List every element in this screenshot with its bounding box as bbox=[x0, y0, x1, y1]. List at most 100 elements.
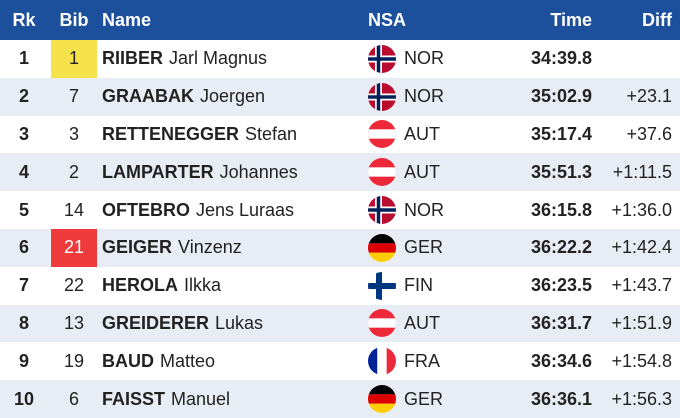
athlete-name-link[interactable]: GREIDERER Lukas bbox=[102, 305, 362, 343]
athlete-name-link[interactable]: GRAABAK Joergen bbox=[102, 78, 362, 116]
rank-cell: 10 bbox=[13, 388, 35, 409]
diff-cell: +37.6 bbox=[626, 123, 672, 144]
bib-cell: 21 bbox=[63, 237, 85, 258]
header-nsa[interactable]: NSA bbox=[368, 9, 407, 30]
header-bib[interactable]: Bib bbox=[59, 9, 89, 30]
rank-cell: 2 bbox=[18, 86, 29, 107]
austria-flag-icon bbox=[368, 158, 396, 187]
time-cell: 35:51.3 bbox=[530, 161, 592, 182]
header-name[interactable]: Name bbox=[102, 9, 152, 30]
diff-cell: +1:11.5 bbox=[612, 161, 672, 182]
header-diff[interactable]: Diff bbox=[642, 9, 672, 30]
austria-flag-icon bbox=[368, 120, 396, 149]
athlete-given-name: Stefan bbox=[245, 123, 298, 144]
bib-cell: 19 bbox=[63, 350, 85, 371]
time-cell: 36:22.2 bbox=[530, 237, 592, 258]
athlete-surname: OFTEBRO bbox=[102, 199, 190, 220]
athlete-given-name: Matteo bbox=[160, 350, 216, 371]
bib-cell: 6 bbox=[68, 388, 79, 409]
athlete-name-link[interactable]: LAMPARTER Johannes bbox=[102, 153, 362, 191]
time-cell: 36:34.6 bbox=[530, 350, 592, 371]
bib-cell: 14 bbox=[63, 199, 85, 220]
nsa-code: AUT bbox=[404, 312, 440, 333]
time-cell: 35:02.9 bbox=[530, 86, 592, 107]
header-time[interactable]: Time bbox=[550, 9, 592, 30]
bib-cell: 2 bbox=[68, 161, 79, 182]
time-cell: 36:31.7 bbox=[530, 312, 592, 333]
france-flag-icon bbox=[368, 347, 396, 376]
diff-cell: +1:43.7 bbox=[611, 275, 672, 296]
finland-flag-icon bbox=[368, 271, 396, 300]
bib-cell: 3 bbox=[68, 123, 79, 144]
norway-flag-icon bbox=[368, 44, 396, 73]
athlete-given-name: Manuel bbox=[171, 388, 231, 409]
athlete-name-link[interactable]: HEROLA Ilkka bbox=[102, 267, 362, 305]
rank-cell: 6 bbox=[18, 237, 29, 258]
germany-flag-icon bbox=[368, 385, 396, 414]
rank-cell: 7 bbox=[18, 275, 29, 296]
table-row[interactable]: 8 13 GREIDERER Lukas AUT 36:31.7 +1:51.9 bbox=[0, 304, 680, 343]
nsa-cell: NOR bbox=[368, 191, 488, 229]
athlete-given-name: Jens Luraas bbox=[196, 199, 295, 220]
athlete-surname: GEIGER bbox=[102, 237, 173, 258]
athlete-surname: RIIBER bbox=[102, 48, 164, 69]
nsa-code: NOR bbox=[404, 86, 444, 107]
nsa-code: FIN bbox=[404, 275, 433, 296]
bib-cell: 1 bbox=[68, 48, 79, 69]
table-row[interactable]: 6 21 GEIGER Vinzenz GER 36:22.2 +1:42.4 bbox=[0, 228, 680, 267]
diff-cell: +1:54.8 bbox=[611, 350, 672, 371]
nsa-cell: GER bbox=[368, 380, 488, 418]
table-row[interactable]: 1 1 RIIBER Jarl Magnus NOR 34:39.8 bbox=[0, 40, 680, 78]
nsa-code: GER bbox=[404, 237, 444, 258]
nsa-cell: FIN bbox=[368, 267, 488, 305]
athlete-surname: LAMPARTER bbox=[102, 161, 214, 182]
athlete-name-link[interactable]: BAUD Matteo bbox=[102, 342, 362, 380]
table-row[interactable]: 7 22 HEROLA Ilkka FIN 36:23.5 +1:43.7 bbox=[0, 266, 680, 305]
nsa-cell: AUT bbox=[368, 116, 488, 154]
athlete-surname: FAISST bbox=[102, 388, 166, 409]
athlete-given-name: Vinzenz bbox=[178, 237, 242, 258]
table-row[interactable]: 10 6 FAISST Manuel GER 36:36.1 +1:56.3 bbox=[0, 380, 680, 418]
nsa-code: NOR bbox=[404, 48, 444, 69]
nsa-cell: AUT bbox=[368, 305, 488, 343]
athlete-surname: BAUD bbox=[102, 350, 154, 371]
norway-flag-icon bbox=[368, 82, 396, 111]
table-row[interactable]: 5 14 OFTEBRO Jens Luraas NOR 36:15.8 +1:36.0 bbox=[0, 191, 680, 229]
athlete-surname: GREIDERER bbox=[102, 312, 210, 333]
time-cell: 36:23.5 bbox=[530, 275, 592, 296]
table-row[interactable]: 3 3 RETTENEGGER Stefan AUT 35:17.4 +37.6 bbox=[0, 115, 680, 154]
table-body: 1 1 RIIBER Jarl Magnus NOR 34:39.8 2 7 GRAABAK Jo… bbox=[0, 40, 680, 418]
athlete-name-link[interactable]: GEIGER Vinzenz bbox=[102, 229, 362, 267]
austria-flag-icon bbox=[368, 309, 396, 338]
table-row[interactable]: 2 7 GRAABAK Joergen NOR 35:02.9 +23.1 bbox=[0, 77, 680, 116]
athlete-given-name: Ilkka bbox=[184, 275, 222, 296]
norway-flag-icon bbox=[368, 196, 396, 225]
nsa-code: GER bbox=[404, 388, 444, 409]
rank-cell: 9 bbox=[18, 350, 29, 371]
germany-flag-icon bbox=[368, 233, 396, 262]
diff-cell: +1:36.0 bbox=[611, 199, 672, 220]
nsa-code: FRA bbox=[404, 350, 440, 371]
bib-cell: 22 bbox=[63, 275, 85, 296]
nsa-code: AUT bbox=[404, 161, 440, 182]
nsa-cell: NOR bbox=[368, 40, 488, 78]
diff-cell: +1:56.3 bbox=[611, 388, 672, 409]
rank-cell: 3 bbox=[18, 123, 29, 144]
athlete-name-link[interactable]: FAISST Manuel bbox=[102, 380, 362, 418]
athlete-name-link[interactable]: RETTENEGGER Stefan bbox=[102, 116, 362, 154]
athlete-name-link[interactable]: OFTEBRO Jens Luraas bbox=[102, 191, 362, 229]
table-row[interactable]: 9 19 BAUD Matteo FRA 36:34.6 +1:54.8 bbox=[0, 342, 680, 381]
rank-cell: 5 bbox=[18, 199, 29, 220]
table-header: Rk Bib Name NSA Time Diff bbox=[0, 0, 680, 40]
nsa-code: AUT bbox=[404, 123, 440, 144]
athlete-name-link[interactable]: RIIBER Jarl Magnus bbox=[102, 40, 362, 78]
table-row[interactable]: 4 2 LAMPARTER Johannes AUT 35:51.3 +1:11.5 bbox=[0, 153, 680, 192]
athlete-surname: HEROLA bbox=[102, 275, 178, 296]
bib-cell: 7 bbox=[68, 86, 79, 107]
header-rank[interactable]: Rk bbox=[12, 9, 36, 30]
athlete-given-name: Johannes bbox=[219, 161, 298, 182]
nsa-cell: AUT bbox=[368, 153, 488, 191]
bib-cell: 13 bbox=[63, 312, 85, 333]
diff-cell: +1:51.9 bbox=[611, 312, 672, 333]
